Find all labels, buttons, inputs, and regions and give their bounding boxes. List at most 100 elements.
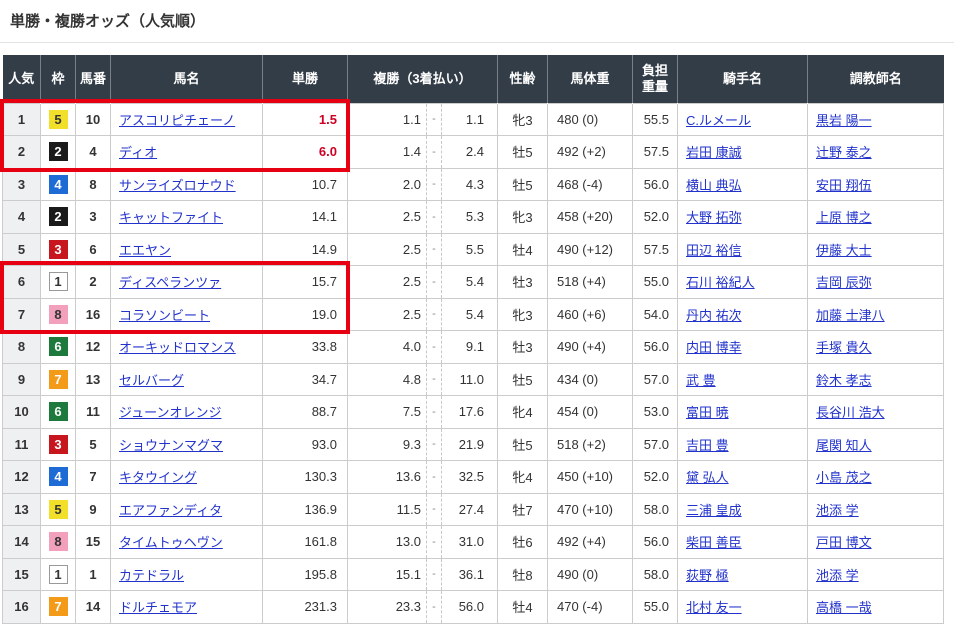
jockey-link[interactable]: 岩田 康誠	[686, 145, 742, 161]
frame-badge: 8	[48, 304, 68, 324]
jockey-link[interactable]: C.ルメール	[686, 112, 752, 128]
trainer-link[interactable]: 黒岩 陽一	[816, 112, 872, 128]
sex-age-cell: 牝4	[497, 460, 548, 494]
jockey-link[interactable]: 黛 弘人	[686, 470, 729, 486]
trainer-link[interactable]: 加藤 士津八	[816, 307, 885, 323]
frame-badge: 6	[48, 402, 68, 422]
trainer-link[interactable]: 池添 学	[816, 567, 859, 583]
place-odds-separator: -	[426, 363, 442, 395]
frame-badge: 7	[48, 369, 68, 389]
frame-badge: 2	[48, 142, 68, 162]
horse-weight-cell: 492 (+4)	[547, 525, 633, 559]
jockey-link[interactable]: 丹内 祐次	[686, 307, 742, 323]
trainer-link[interactable]: 尾関 知人	[816, 437, 872, 453]
place-odds-separator: -	[426, 493, 442, 525]
horse-name-link[interactable]: オーキッドロマンス	[119, 340, 236, 356]
place-odds-low: 4.0	[402, 339, 421, 355]
frame-badge: 8	[48, 532, 68, 552]
rank-cell: 12	[2, 460, 41, 494]
horse-name-link[interactable]: ドルチェモア	[119, 600, 198, 616]
table-row: 13 5 9 エアファンディタ 136.9 11.5 - 27.4 牡7 470…	[2, 492, 944, 526]
trainer-link[interactable]: 小島 茂之	[816, 470, 872, 486]
jockey-link[interactable]: 富田 暁	[686, 405, 729, 421]
jockey-cell: 吉田 豊	[677, 427, 808, 461]
jockey-link[interactable]: 武 豊	[686, 372, 716, 388]
horse-name-link[interactable]: タイムトゥヘヴン	[119, 535, 223, 551]
horse-number-cell: 12	[75, 330, 111, 364]
jockey-link[interactable]: 内田 博幸	[686, 340, 742, 356]
frame-badge: 6	[48, 337, 68, 357]
horse-name-link[interactable]: キャットファイト	[119, 210, 224, 226]
jockey-link[interactable]: 石川 裕紀人	[686, 275, 755, 291]
trainer-link[interactable]: 手塚 貴久	[816, 340, 872, 356]
horse-name-link[interactable]: カテドラル	[119, 567, 185, 583]
trainer-link[interactable]: 吉岡 辰弥	[816, 275, 872, 291]
trainer-link[interactable]: 伊藤 大士	[816, 242, 872, 258]
place-odds-cell: 7.5 - 17.6	[347, 395, 498, 429]
horse-number-cell: 1	[75, 557, 111, 591]
jockey-link[interactable]: 柴田 善臣	[686, 535, 742, 551]
trainer-link[interactable]: 長谷川 浩大	[816, 405, 885, 421]
jockey-link[interactable]: 北村 友一	[686, 600, 742, 616]
frame-badge: 1	[48, 564, 68, 584]
jockey-link[interactable]: 荻野 極	[686, 567, 729, 583]
horse-name-link[interactable]: ショウナンマグマ	[119, 437, 224, 453]
frame-cell: 8	[40, 297, 76, 331]
trainer-link[interactable]: 安田 翔伍	[816, 177, 872, 193]
jockey-link[interactable]: 横山 典弘	[686, 177, 742, 193]
horse-name-link[interactable]: コラソンビート	[119, 307, 211, 323]
trainer-link[interactable]: 池添 学	[816, 502, 859, 518]
header-sex-age: 性齢	[497, 55, 548, 103]
load-weight-cell: 56.0	[632, 167, 678, 201]
horse-name-link[interactable]: ディスペランツァ	[119, 275, 222, 291]
place-odds-low: 13.0	[395, 534, 421, 550]
horse-name-link[interactable]: アスコリピチェーノ	[119, 112, 236, 128]
horse-name-link[interactable]: ディオ	[119, 145, 158, 161]
win-odds-cell: 93.0	[262, 427, 348, 461]
sex-age-cell: 牡7	[497, 492, 548, 526]
horse-name-cell: キャットファイト	[110, 200, 263, 234]
trainer-link[interactable]: 高橋 一哉	[816, 600, 872, 616]
trainer-link[interactable]: 戸田 博文	[816, 535, 872, 551]
horse-weight-cell: 458 (+20)	[547, 200, 633, 234]
place-odds-separator: -	[426, 103, 442, 135]
jockey-link[interactable]: 三浦 皇成	[686, 502, 742, 518]
trainer-link[interactable]: 上原 博之	[816, 210, 872, 226]
jockey-link[interactable]: 大野 拓弥	[686, 210, 742, 226]
horse-name-link[interactable]: エエヤン	[119, 242, 172, 258]
jockey-cell: 大野 拓弥	[677, 200, 808, 234]
place-odds-low: 15.1	[395, 566, 421, 582]
horse-name-link[interactable]: ジューンオレンジ	[119, 405, 222, 421]
horse-number-cell: 16	[75, 297, 111, 331]
jockey-link[interactable]: 吉田 豊	[686, 437, 729, 453]
rank-cell: 3	[2, 167, 41, 201]
jockey-cell: 武 豊	[677, 362, 808, 396]
trainer-cell: 池添 学	[807, 492, 944, 526]
trainer-link[interactable]: 鈴木 孝志	[816, 372, 872, 388]
frame-cell: 7	[40, 590, 76, 624]
place-odds-high: 27.4	[458, 501, 484, 517]
win-odds-cell: 130.3	[262, 460, 348, 494]
load-weight-cell: 57.0	[632, 427, 678, 461]
win-odds-cell: 136.9	[262, 492, 348, 526]
place-odds-cell: 13.6 - 32.5	[347, 460, 498, 494]
horse-weight-cell: 460 (+6)	[547, 297, 633, 331]
frame-cell: 8	[40, 525, 76, 559]
horse-name-link[interactable]: セルバーグ	[119, 372, 185, 388]
win-odds-cell: 88.7	[262, 395, 348, 429]
rank-cell: 10	[2, 395, 41, 429]
horse-name-link[interactable]: サンライズロナウド	[119, 177, 236, 193]
table-row: 14 8 15 タイムトゥヘヴン 161.8 13.0 - 31.0 牡6 49…	[2, 525, 944, 559]
place-odds-high: 17.6	[458, 404, 484, 420]
sex-age-cell: 牡3	[497, 265, 548, 299]
trainer-link[interactable]: 辻野 泰之	[816, 145, 872, 161]
trainer-cell: 高橋 一哉	[807, 590, 944, 624]
jockey-link[interactable]: 田辺 裕信	[686, 242, 742, 258]
jockey-cell: 三浦 皇成	[677, 492, 808, 526]
rank-cell: 15	[2, 557, 41, 591]
horse-weight-cell: 490 (+4)	[547, 330, 633, 364]
place-odds-high: 56.0	[458, 599, 484, 615]
table-row: 15 1 1 カテドラル 195.8 15.1 - 36.1 牡8 490 (0…	[2, 557, 944, 591]
horse-name-link[interactable]: キタウイング	[119, 470, 198, 486]
horse-name-link[interactable]: エアファンディタ	[119, 502, 223, 518]
